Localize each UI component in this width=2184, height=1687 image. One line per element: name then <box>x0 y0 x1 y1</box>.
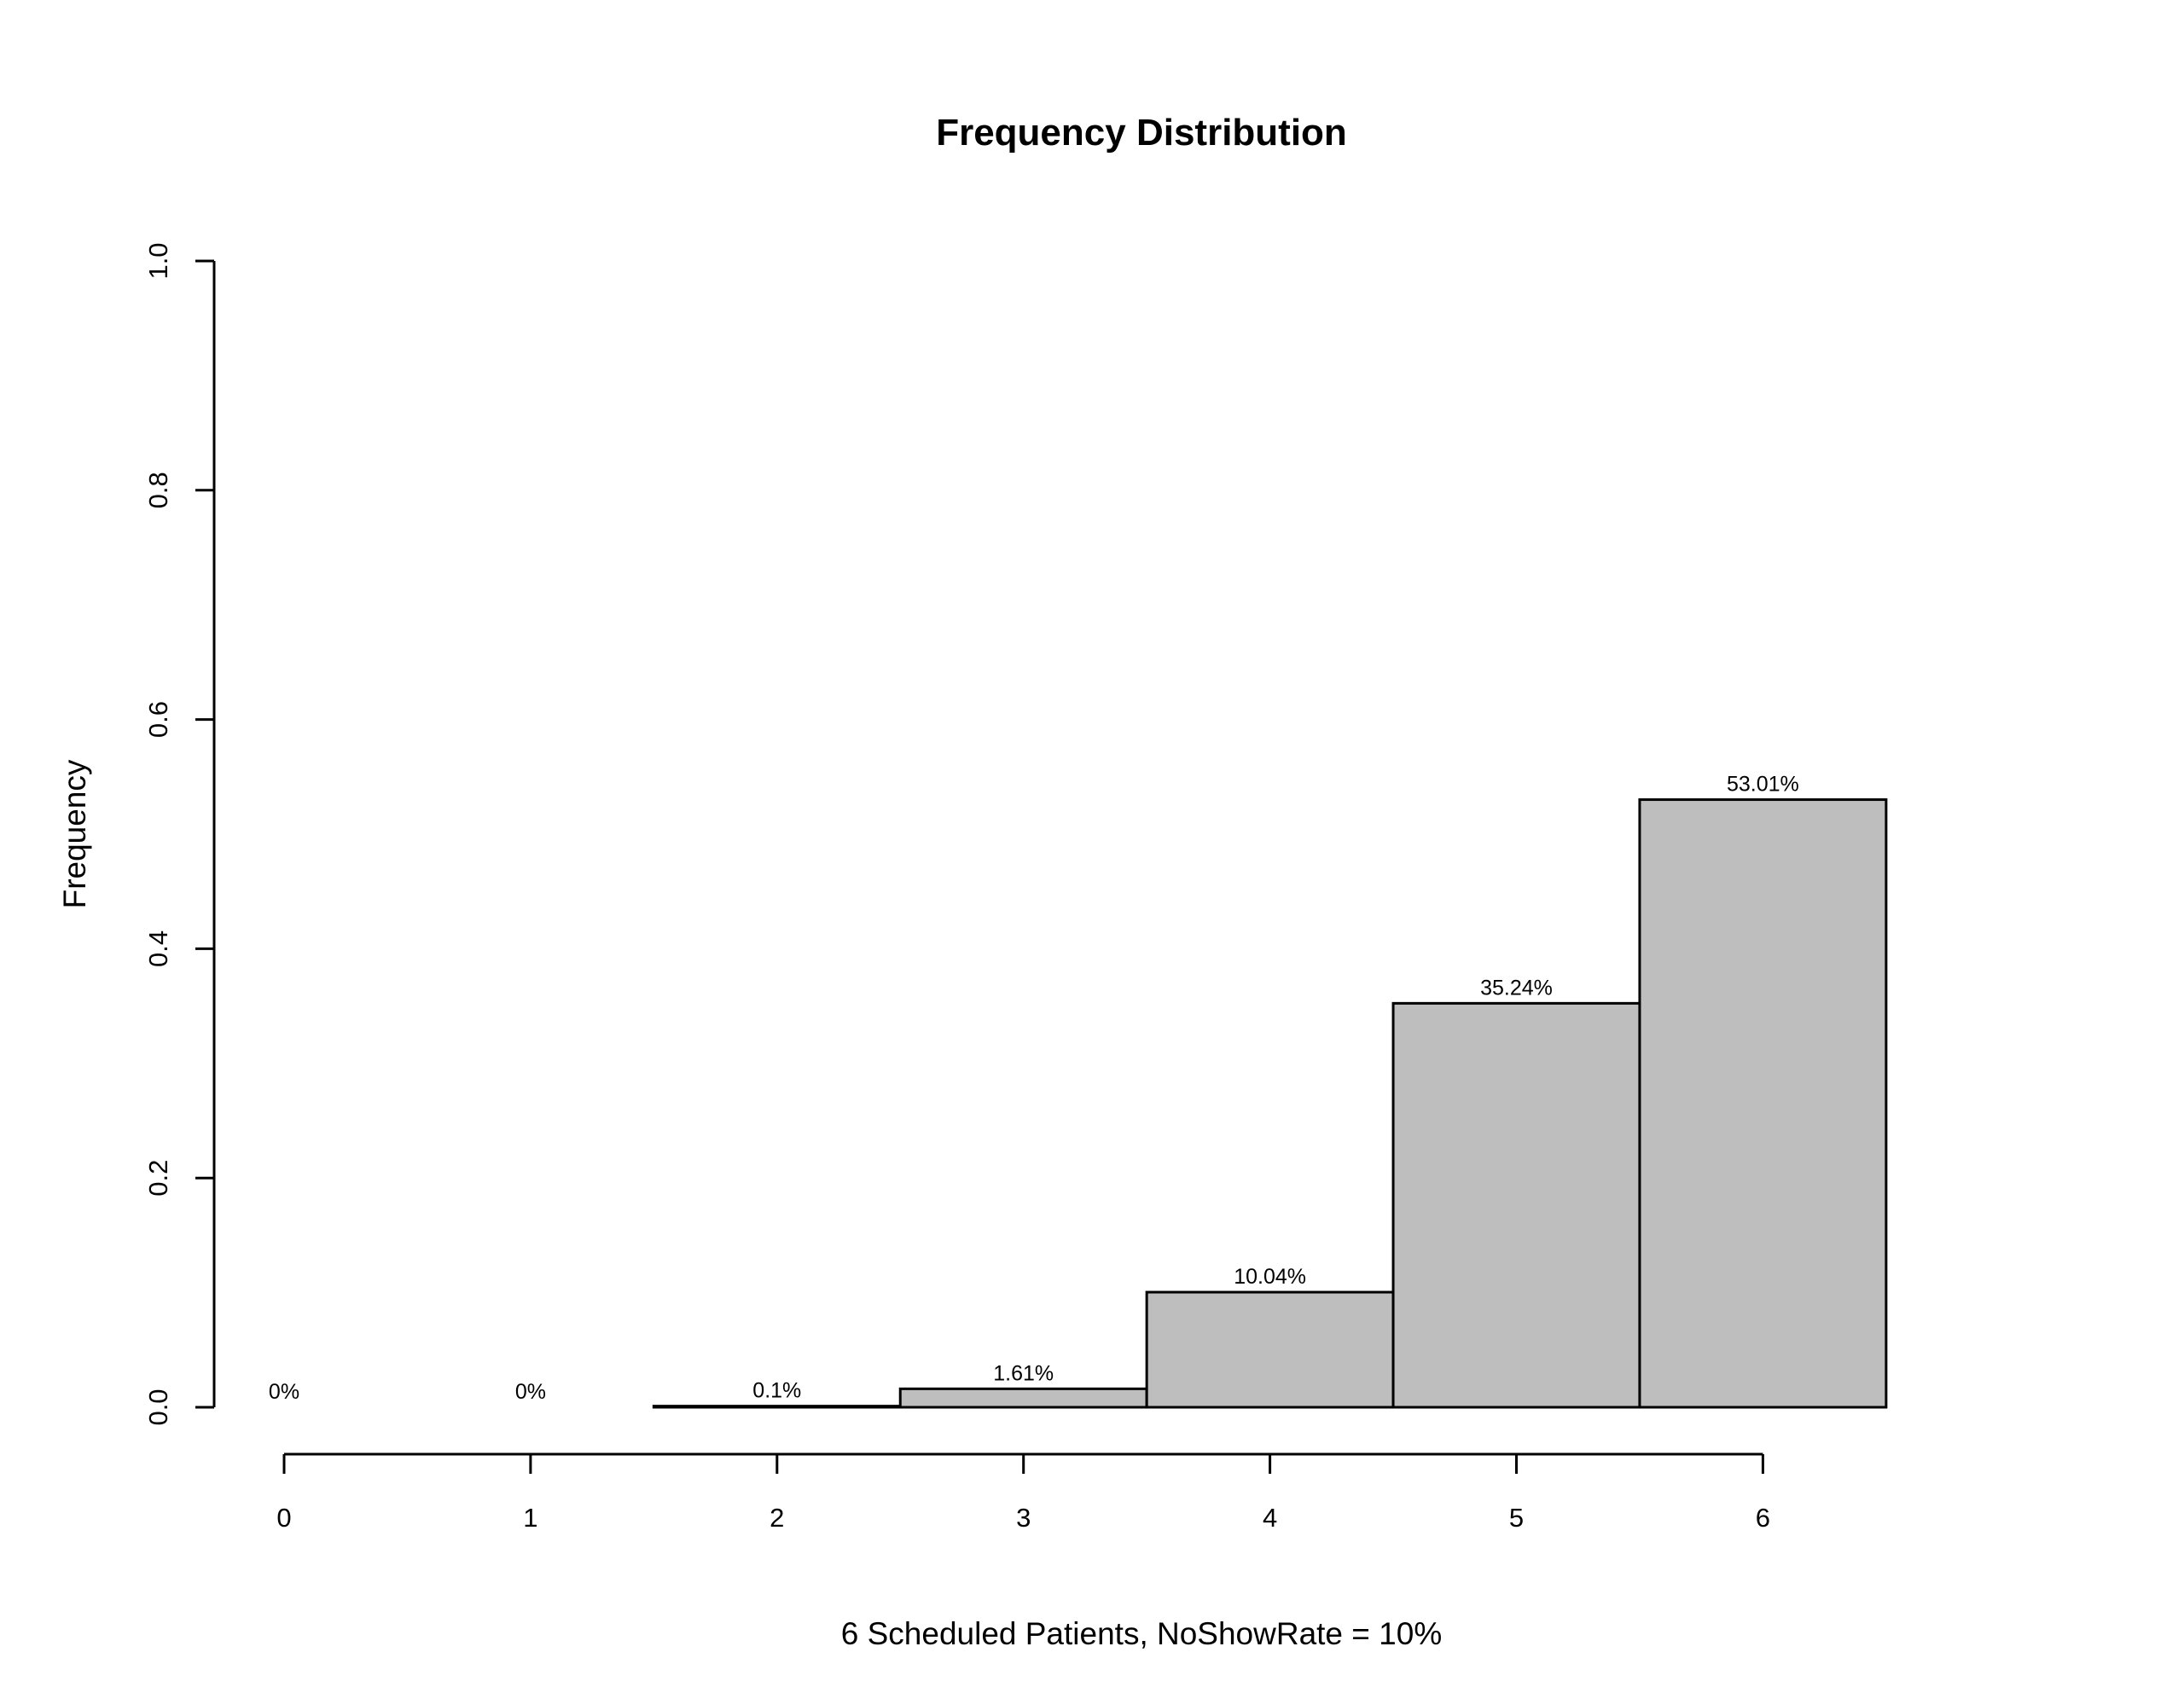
bar <box>652 1405 902 1409</box>
x-tick-label: 4 <box>1263 1503 1277 1533</box>
bar-data-label: 35.24% <box>1480 976 1553 1000</box>
bar-data-label: 53.01% <box>1727 773 1799 797</box>
x-axis: 0 1 2 3 4 5 6 <box>276 1452 1770 1533</box>
y-tick-label: 0.8 <box>143 472 173 508</box>
bar-data-label: 10.04% <box>1234 1265 1306 1289</box>
bar-data-label: 0% <box>515 1380 546 1404</box>
data-labels: 0% 0% 0.1% 1.61% 10.04% 35.24% 53.01% <box>269 773 1799 1404</box>
x-tick-label: 6 <box>1756 1503 1770 1533</box>
bar <box>898 1387 1148 1409</box>
x-axis-label: 6 Scheduled Patients, NoShowRate = 10% <box>841 1616 1442 1651</box>
y-axis: 0.0 0.2 0.4 0.6 0.8 1.0 <box>143 242 216 1426</box>
x-tick-label: 3 <box>1016 1503 1031 1533</box>
chart-title: Frequency Distribution <box>936 112 1347 154</box>
x-tick-label: 1 <box>523 1503 537 1533</box>
x-tick-label: 5 <box>1509 1503 1524 1533</box>
bars <box>652 798 1888 1409</box>
bar-data-label: 1.61% <box>993 1361 1054 1385</box>
y-tick-label: 1.0 <box>143 242 173 279</box>
x-tick-label: 0 <box>276 1503 291 1533</box>
bar <box>1391 1001 1641 1409</box>
y-tick-label: 0.2 <box>143 1160 173 1197</box>
bar <box>1638 798 1888 1409</box>
y-tick-label: 0.6 <box>143 701 173 738</box>
y-axis-label: Frequency <box>57 759 92 908</box>
bar-data-label: 0% <box>269 1380 299 1404</box>
y-tick-label: 0.4 <box>143 930 173 967</box>
bar <box>1145 1290 1395 1409</box>
y-tick-label: 0.0 <box>143 1388 173 1425</box>
x-tick-label: 2 <box>770 1503 784 1533</box>
bar-data-label: 0.1% <box>752 1379 801 1403</box>
